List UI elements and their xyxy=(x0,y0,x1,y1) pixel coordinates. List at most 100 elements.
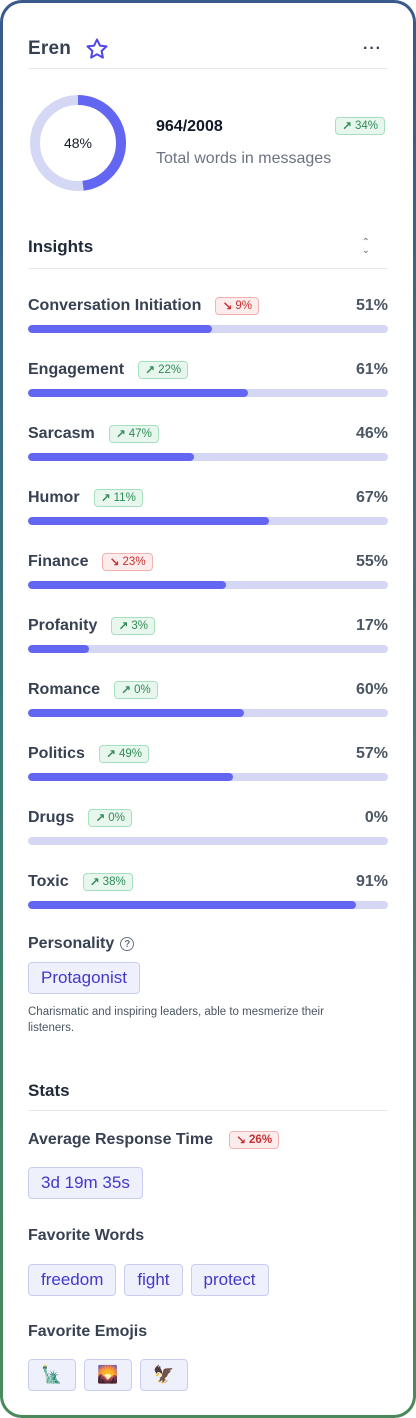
insight-row: Conversation Initiation ↘ 9% 51% xyxy=(28,295,388,339)
insight-percent: 57% xyxy=(355,745,388,762)
insight-row-head: Romance ↗ 0% 60% xyxy=(28,679,388,701)
insight-progress-track xyxy=(28,645,388,653)
insights-header: Insights ⌃ ⌄ xyxy=(28,225,388,269)
insight-percent: 17% xyxy=(355,617,388,634)
arrow-up-right-icon: ↗ xyxy=(145,363,156,377)
insight-label: Toxic xyxy=(28,873,69,890)
insight-label: Engagement xyxy=(28,361,125,378)
personality-label: Personality xyxy=(28,935,115,952)
personality-label-row: Personality ? xyxy=(28,935,135,953)
insight-progress-track xyxy=(28,389,388,397)
response-time-chip-row: 3d 19m 35s xyxy=(28,1167,143,1199)
insight-trend-badge: ↘ 23% xyxy=(102,553,153,571)
insight-row-head: Finance ↘ 23% 55% xyxy=(28,551,388,573)
personality-description: Charismatic and inspiring leaders, able … xyxy=(28,1006,324,1034)
insight-progress-track xyxy=(28,901,388,909)
insight-progress-fill xyxy=(28,709,244,717)
trend-value: 9% xyxy=(235,300,253,312)
insight-row: Profanity ↗ 3% 17% xyxy=(28,615,388,659)
insight-label: Conversation Initiation xyxy=(28,297,202,314)
word-count-badge-wrap: ↗ 34% xyxy=(334,117,385,135)
star-icon[interactable] xyxy=(85,37,109,61)
arrow-up-right-icon: ↗ xyxy=(95,811,106,825)
insight-trend-badge: ↗ 11% xyxy=(93,489,143,507)
insight-progress-track xyxy=(28,325,388,333)
insight-row: Engagement ↗ 22% 61% xyxy=(28,359,388,403)
favorite-emojis-row: 🗽 🌄 🦅 xyxy=(28,1359,188,1391)
word-count-trend-badge: ↗ 34% xyxy=(334,117,385,135)
insight-row-head: Drugs ↗ 0% 0% xyxy=(28,807,388,829)
insight-progress-track xyxy=(28,453,388,461)
arrow-up-right-icon: ↗ xyxy=(100,491,111,505)
insight-percent: 55% xyxy=(355,553,388,570)
insight-label: Humor xyxy=(28,489,80,506)
response-time-row: Average Response Time ↘ 26% xyxy=(28,1131,280,1149)
insight-progress-fill xyxy=(28,453,194,461)
insight-trend-badge: ↗ 47% xyxy=(108,425,159,443)
insight-label: Politics xyxy=(28,745,85,762)
arrow-up-right-icon: ↗ xyxy=(89,875,100,889)
favorite-words-label: Favorite Words xyxy=(28,1227,145,1244)
trend-value: 11% xyxy=(113,492,136,504)
stats-header: Stats xyxy=(28,1071,388,1111)
insight-progress-track xyxy=(28,517,388,525)
arrow-up-right-icon: ↗ xyxy=(121,683,132,697)
insight-progress-track xyxy=(28,581,388,589)
insight-percent: 60% xyxy=(355,681,388,698)
favorite-word-chip: freedom xyxy=(28,1264,117,1296)
insight-progress-fill xyxy=(28,517,270,525)
more-options-button[interactable]: ··· xyxy=(363,39,382,57)
profile-card: Eren ··· 48% 964/2008 Total words in mes… xyxy=(3,3,413,1415)
donut-progress-arc xyxy=(30,95,126,191)
insight-progress-fill xyxy=(28,325,212,333)
trend-value: 0% xyxy=(134,684,151,696)
insight-progress-track xyxy=(28,837,388,845)
favorite-emojis-label: Favorite Emojis xyxy=(28,1323,148,1340)
arrow-up-right-icon: ↗ xyxy=(341,119,352,133)
response-time-trend-badge: ↘ 26% xyxy=(228,1131,280,1149)
insight-row-head: Toxic ↗ 38% 91% xyxy=(28,871,388,893)
insight-label: Sarcasm xyxy=(28,425,95,442)
insight-progress-fill xyxy=(28,581,226,589)
trend-value: 0% xyxy=(108,812,125,824)
insight-percent: 51% xyxy=(355,297,388,314)
insight-row-head: Humor ↗ 11% 67% xyxy=(28,487,388,509)
arrow-down-right-icon: ↘ xyxy=(109,555,120,569)
insight-row: Humor ↗ 11% 67% xyxy=(28,487,388,531)
word-count-subtitle: Total words in messages xyxy=(156,150,332,167)
trend-value: 22% xyxy=(158,364,182,376)
word-count: 964/2008 xyxy=(156,118,223,135)
insight-progress-fill xyxy=(28,901,356,909)
favorite-word-chip: fight xyxy=(124,1264,183,1296)
insight-percent: 91% xyxy=(355,873,388,890)
trend-value: 49% xyxy=(118,748,142,760)
insight-row: Sarcasm ↗ 47% 46% xyxy=(28,423,388,467)
arrow-up-right-icon: ↗ xyxy=(105,747,116,761)
help-circle-icon[interactable]: ? xyxy=(120,937,135,951)
insight-trend-badge: ↗ 0% xyxy=(88,809,132,827)
expand-collapse-icon[interactable]: ⌃ ⌄ xyxy=(361,236,370,256)
favorite-words-row: freedom fight protect xyxy=(28,1264,269,1296)
arrow-down-right-icon: ↘ xyxy=(222,299,233,313)
insight-percent: 46% xyxy=(355,425,388,442)
percent-donut xyxy=(30,95,126,191)
insight-trend-badge: ↗ 0% xyxy=(114,681,158,699)
insight-label: Profanity xyxy=(28,617,98,634)
insight-percent: 0% xyxy=(364,809,388,826)
insight-row: Romance ↗ 0% 60% xyxy=(28,679,388,723)
insight-progress-track xyxy=(28,709,388,717)
trend-value: 23% xyxy=(122,556,146,568)
insight-row-head: Sarcasm ↗ 47% 46% xyxy=(28,423,388,445)
personality-type-chip: Protagonist xyxy=(28,962,140,994)
favorite-emojis-label-row: Favorite Emojis xyxy=(28,1323,147,1341)
insight-trend-badge: ↘ 9% xyxy=(215,297,260,315)
trend-value: 38% xyxy=(102,876,126,888)
insight-row-head: Conversation Initiation ↘ 9% 51% xyxy=(28,295,388,317)
response-time-chip: 3d 19m 35s xyxy=(28,1167,143,1199)
stats-title: Stats xyxy=(28,1080,70,1100)
favorite-words-label-row: Favorite Words xyxy=(28,1227,144,1245)
insight-progress-fill xyxy=(28,645,90,653)
insight-percent: 67% xyxy=(355,489,388,506)
insights-title: Insights xyxy=(28,236,94,256)
